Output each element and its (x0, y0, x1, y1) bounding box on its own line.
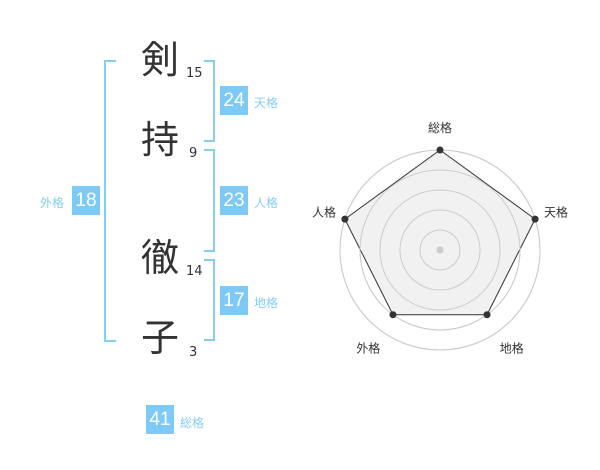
gaikaku-bracket (104, 60, 116, 342)
gaikaku-label: 外格 (40, 196, 65, 210)
radar-axis-label: 外格 (356, 341, 380, 356)
stroke-count-4: 3 (189, 345, 198, 360)
jinkaku-value: 23 (220, 186, 248, 215)
chikaku-value: 17 (220, 286, 248, 315)
tenkaku-label: 天格 (254, 96, 279, 110)
name-char-3: 徹 (140, 236, 179, 280)
radar-area (344, 149, 536, 316)
stroke-count-3: 14 (186, 264, 203, 279)
tenkaku-value: 24 (220, 86, 248, 115)
stroke-count-2: 9 (189, 146, 198, 161)
radar-point-3 (483, 311, 491, 319)
grid-circle (379, 189, 501, 311)
grid-circle (419, 229, 461, 271)
name-char-1: 剣 (140, 38, 179, 82)
radar-axis-label: 地格 (500, 341, 524, 356)
name-char-2: 持 (140, 118, 179, 162)
jinkaku-label: 人格 (254, 196, 279, 210)
jinkaku-bracket (204, 149, 215, 252)
radar-point-4 (389, 311, 397, 319)
radar-point-2 (531, 215, 539, 223)
tenkaku-bracket (204, 60, 215, 142)
radar-axis-label: 天格 (544, 204, 568, 219)
radar-axis-label: 総格 (428, 120, 452, 135)
chikaku-label: 地格 (254, 296, 279, 310)
name-char-4: 子 (140, 316, 179, 360)
soukaku-value: 41 (146, 405, 174, 434)
center-dot (436, 246, 444, 254)
radar-axis-label: 人格 (312, 204, 336, 219)
grid-circle (359, 169, 521, 331)
grid-circle (399, 209, 481, 291)
chikaku-bracket (204, 259, 215, 341)
soukaku-label: 総格 (180, 416, 205, 430)
stroke-count-1: 15 (186, 66, 203, 81)
gaikaku-value: 18 (72, 186, 100, 215)
radar-point-1 (436, 146, 444, 154)
radar-point-5 (341, 215, 349, 223)
